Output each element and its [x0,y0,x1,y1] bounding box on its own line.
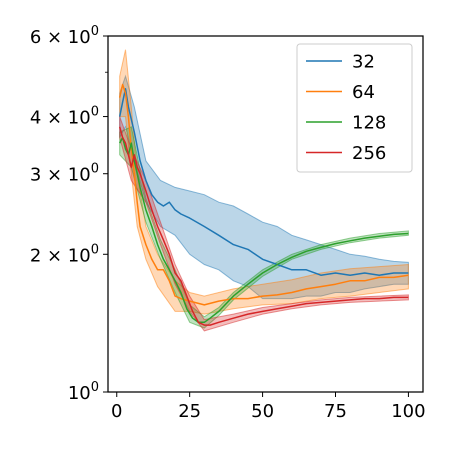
series-line-256 [118,126,409,326]
y-tick-label: 6 × 100 [30,24,99,48]
legend-label-256: 256 [352,143,386,164]
y-tick-label: 3 × 100 [30,162,99,186]
x-tick-label: 75 [324,401,347,422]
x-tick-label: 50 [251,401,274,422]
plot-frame [107,35,424,393]
x-tick-label: 25 [178,401,201,422]
y-axis: 100 2 × 100 3 × 100 4 × 100 6 × 100 [30,24,108,404]
y-tick-label: 2 × 100 [30,242,99,266]
series-line-64 [118,83,409,306]
x-tick-label: 0 [111,401,122,422]
series-line-32 [118,88,409,276]
x-axis: 0 25 50 75 100 [111,392,426,422]
y-tick-label: 100 [68,380,99,404]
series-line-128 [119,136,409,324]
legend-box [296,43,413,173]
series-lines [118,83,409,326]
legend-label-64: 64 [352,82,375,103]
legend: 32 64 128 256 [296,43,413,173]
legend-label-32: 32 [352,52,375,73]
legend-label-128: 128 [352,113,386,134]
y-tick-label: 4 × 100 [30,105,99,129]
band-64 [119,49,409,315]
x-tick-label: 100 [391,401,425,422]
